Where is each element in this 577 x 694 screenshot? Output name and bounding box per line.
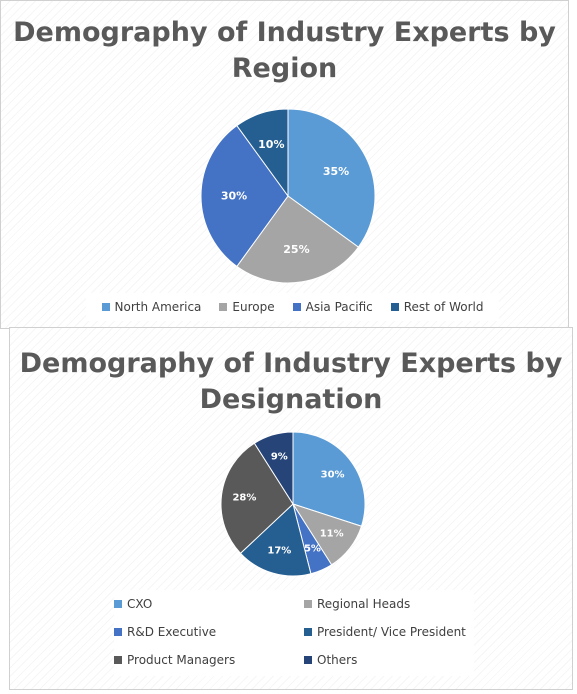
designation-chart-title: Demography of Industry Experts by Design… [19, 348, 563, 415]
designation-legend-item-r-d-executive: R&D Executive [114, 625, 304, 639]
designation-legend-label: CXO [127, 597, 153, 611]
region-legend-label: Asia Pacific [305, 300, 373, 314]
region-slice-rest-of-world [236, 108, 289, 198]
region-pie-chart: 35% 25% 30% 10% [200, 108, 376, 284]
designation-legend-item-product-managers: Product Managers [114, 653, 304, 667]
designation-legend-item-regional-heads: Regional Heads [304, 597, 474, 611]
designation-data-label-president-vice-president: 17% [267, 546, 291, 557]
designation-slice-product-managers [220, 442, 294, 554]
designation-slice-cxo [292, 431, 366, 527]
region-legend-item-north-america: North America [101, 300, 202, 314]
region-legend: North America Europe Asia Pacific Rest of W… [86, 293, 499, 321]
designation-data-label-r-d-executive: 5% [304, 543, 321, 554]
designation-legend: CXO Regional Heads R&D Executive President/… [114, 590, 474, 676]
designation-legend-label: Product Managers [127, 653, 236, 667]
region-legend-swatch [390, 303, 399, 311]
region-legend-item-europe: Europe [219, 300, 275, 314]
designation-legend-item-president-vice-president: President/ Vice President [304, 625, 474, 639]
region-slice-europe [236, 195, 360, 284]
designation-legend-label: R&D Executive [127, 625, 217, 639]
region-legend-item-rest-of-world: Rest of World [390, 300, 484, 314]
region-slice-asia-pacific [200, 124, 289, 268]
region-data-label-north-america: 35% [323, 165, 349, 178]
designation-legend-swatch [114, 628, 122, 636]
designation-legend-item-cxo: CXO [114, 597, 304, 611]
region-legend-label: Rest of World [403, 300, 484, 314]
designation-legend-label: President/ Vice President [317, 625, 466, 639]
designation-legend-swatch [114, 600, 122, 608]
region-legend-swatch [219, 303, 228, 311]
region-legend-label: North America [114, 300, 202, 314]
designation-legend-swatch [304, 656, 312, 664]
designation-chart-panel: Demography of Industry Experts by Design… [9, 327, 573, 690]
designation-data-label-others: 9% [271, 451, 288, 462]
designation-slice-others [253, 431, 294, 506]
region-data-label-rest-of-world: 10% [258, 138, 284, 151]
region-data-label-asia-pacific: 30% [221, 190, 247, 203]
designation-legend-label: Regional Heads [317, 597, 411, 611]
designation-data-label-product-managers: 28% [232, 492, 256, 503]
designation-legend-label: Others [317, 653, 358, 667]
region-slice-north-america [287, 108, 376, 248]
designation-data-label-cxo: 30% [321, 470, 345, 481]
region-chart-title: Demography of Industry Experts by Region [13, 17, 556, 84]
region-legend-item-asia-pacific: Asia Pacific [292, 300, 373, 314]
region-legend-swatch [292, 303, 301, 311]
designation-legend-swatch [304, 628, 312, 636]
designation-pie-chart: 30% 11% 5% 17% 28% 9% [220, 431, 366, 577]
region-chart-panel: Demography of Industry Experts by Region… [0, 0, 569, 329]
region-legend-label: Europe [232, 300, 275, 314]
designation-legend-swatch [114, 656, 122, 664]
region-legend-swatch [101, 303, 110, 311]
designation-legend-swatch [304, 600, 312, 608]
designation-slice-president-vice-president [239, 503, 312, 577]
region-data-label-europe: 25% [283, 243, 309, 256]
designation-legend-item-others: Others [304, 653, 474, 667]
designation-data-label-regional-heads: 11% [320, 529, 344, 540]
